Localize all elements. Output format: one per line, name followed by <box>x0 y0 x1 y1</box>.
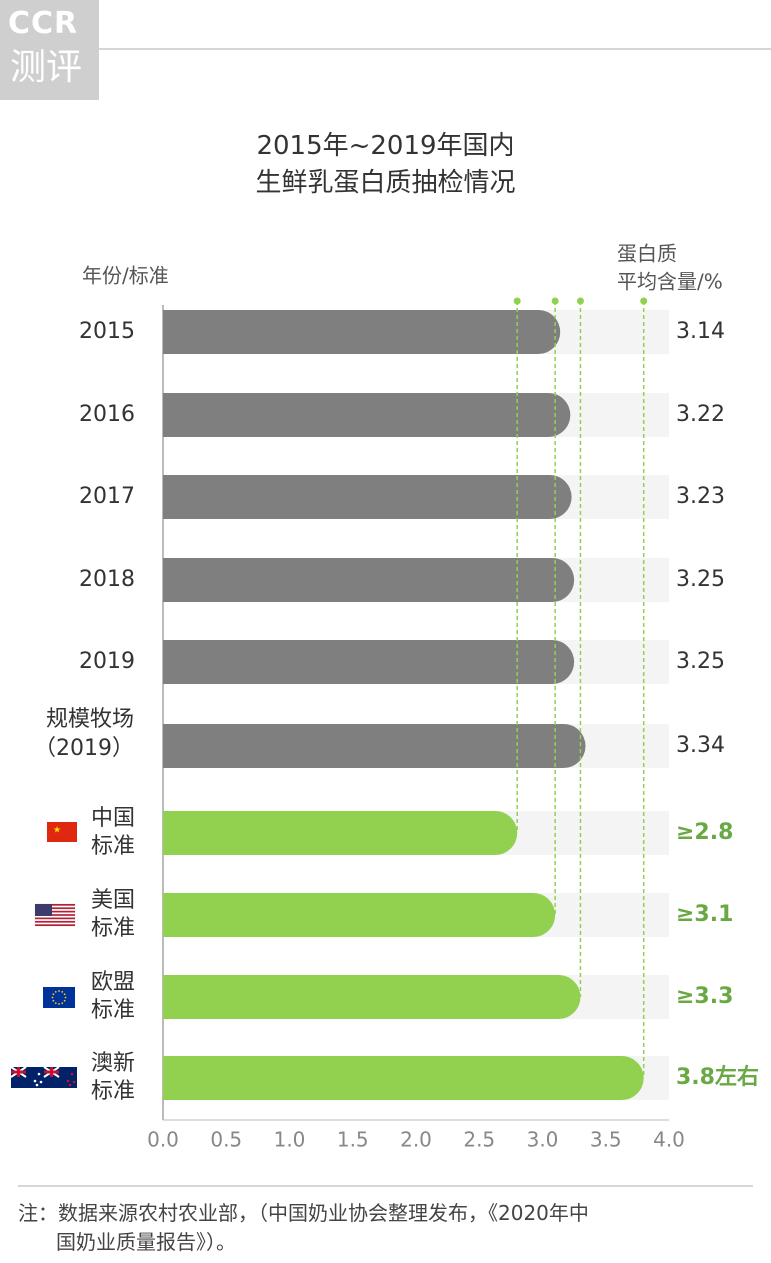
category-label: （2019） <box>34 736 134 761</box>
eu-flag-star <box>63 993 66 996</box>
category-label: 美国 <box>91 888 135 913</box>
eu-flag-star <box>58 990 60 992</box>
china-flag-star: ★ <box>53 826 61 836</box>
x-tick-label: 0.0 <box>147 1128 179 1152</box>
southern-cross-star <box>33 1079 37 1083</box>
category-label: 2017 <box>79 484 135 509</box>
category-label: 标准 <box>91 1079 135 1104</box>
usa-flag-stripe <box>35 907 75 910</box>
header-divider <box>99 48 771 50</box>
category-label: 2019 <box>79 649 135 674</box>
logo-line-1: CCR <box>8 6 79 41</box>
eu-flag-star <box>64 996 67 999</box>
chart-title-line-1: 2015年~2019年国内 <box>256 131 515 161</box>
category-label: 2016 <box>79 402 135 427</box>
footnote-line-1: 注：数据来源农村农业部，（中国奶业协会整理发布，《2020年中 <box>18 1201 589 1225</box>
bar <box>163 724 586 768</box>
eu-flag-star <box>61 1002 64 1005</box>
value-column-label-line-1: 蛋白质 <box>617 242 677 266</box>
eu-flag-star <box>58 1003 60 1005</box>
x-tick-label: 1.5 <box>337 1128 369 1152</box>
bar <box>163 310 561 354</box>
value-label: 3.22 <box>676 402 725 427</box>
value-label: ≥2.8 <box>676 820 733 845</box>
category-label: 2015 <box>79 319 135 344</box>
reference-dot <box>513 297 521 305</box>
footnote-line-2: 国奶业质量报告》）。 <box>56 1230 236 1254</box>
category-label: 标准 <box>91 916 135 941</box>
usa-flag-stripe <box>35 920 75 923</box>
bar <box>163 640 575 684</box>
eu-flag-star <box>51 996 54 999</box>
y-axis-label: 年份/标准 <box>82 264 169 288</box>
value-label: ≥3.3 <box>676 984 733 1009</box>
x-tick-label: 1.0 <box>274 1128 306 1152</box>
eu-flag-star <box>63 999 66 1002</box>
chart-title: 2015年~2019年国内 生鲜乳蛋白质抽检情况 <box>0 128 771 202</box>
bar <box>163 393 571 437</box>
category-label: 澳新 <box>91 1051 135 1076</box>
footer-divider <box>18 1185 753 1187</box>
value-label: ≥3.1 <box>676 902 733 927</box>
southern-cross-star <box>35 1083 39 1087</box>
union-jack-cross <box>44 1070 59 1074</box>
category-label: 标准 <box>91 998 135 1023</box>
reference-dot <box>576 297 584 305</box>
category-label: 规模牧场 <box>46 707 134 732</box>
x-tick-label: 3.5 <box>590 1128 622 1152</box>
category-label: 2018 <box>79 567 135 592</box>
footnote: 注：数据来源农村农业部，（中国奶业协会整理发布，《2020年中 国奶业质量报告》… <box>18 1199 758 1257</box>
southern-cross-star <box>39 1080 43 1084</box>
usa-flag-stripe <box>35 924 75 926</box>
bar <box>163 1056 644 1100</box>
x-tick-label: 2.5 <box>463 1128 495 1152</box>
usa-flag-canton <box>35 904 52 916</box>
x-tick-label: 0.5 <box>210 1128 242 1152</box>
southern-cross-star <box>66 1079 70 1083</box>
reference-dot <box>640 297 648 305</box>
eu-flag-star <box>54 990 57 993</box>
southern-cross-star <box>37 1072 41 1076</box>
bar <box>163 475 572 519</box>
eu-flag-star <box>61 990 64 993</box>
bar <box>163 811 518 855</box>
value-column-label-line-2: 平均含量/% <box>617 270 723 294</box>
reference-dot <box>551 297 559 305</box>
usa-flag-stripe <box>35 910 75 913</box>
category-label: 欧盟 <box>91 970 135 995</box>
x-tick-label: 4.0 <box>653 1128 685 1152</box>
union-jack-cross <box>11 1070 26 1074</box>
eu-flag-star <box>52 993 55 996</box>
southern-cross-star <box>70 1072 74 1076</box>
x-tick-label: 3.0 <box>527 1128 559 1152</box>
category-label: 标准 <box>91 834 135 859</box>
value-label: 3.25 <box>676 649 725 674</box>
usa-flag-stripe <box>35 904 75 906</box>
value-label: 3.14 <box>676 319 725 344</box>
bar <box>163 975 581 1019</box>
eu-flag-icon <box>43 987 75 1008</box>
bar <box>163 558 575 602</box>
x-tick-label: 2.0 <box>400 1128 432 1152</box>
category-label: 中国 <box>91 806 135 831</box>
value-label: 3.34 <box>676 733 725 758</box>
southern-cross-star <box>72 1080 76 1084</box>
chart-title-line-2: 生鲜乳蛋白质抽检情况 <box>255 168 516 198</box>
value-label: 3.25 <box>676 567 725 592</box>
usa-flag-stripe <box>35 914 75 916</box>
ccr-logo: CCR 测评 <box>0 0 99 100</box>
bar <box>163 893 556 937</box>
value-label: 3.8左右 <box>676 1064 759 1090</box>
value-label: 3.23 <box>676 484 725 509</box>
usa-flag-stripe <box>35 917 75 920</box>
eu-flag-star <box>54 1002 57 1005</box>
southern-cross-star <box>68 1083 72 1087</box>
china-flag-icon <box>47 822 77 842</box>
logo-line-2: 测评 <box>10 47 83 88</box>
eu-flag-star <box>52 999 55 1002</box>
